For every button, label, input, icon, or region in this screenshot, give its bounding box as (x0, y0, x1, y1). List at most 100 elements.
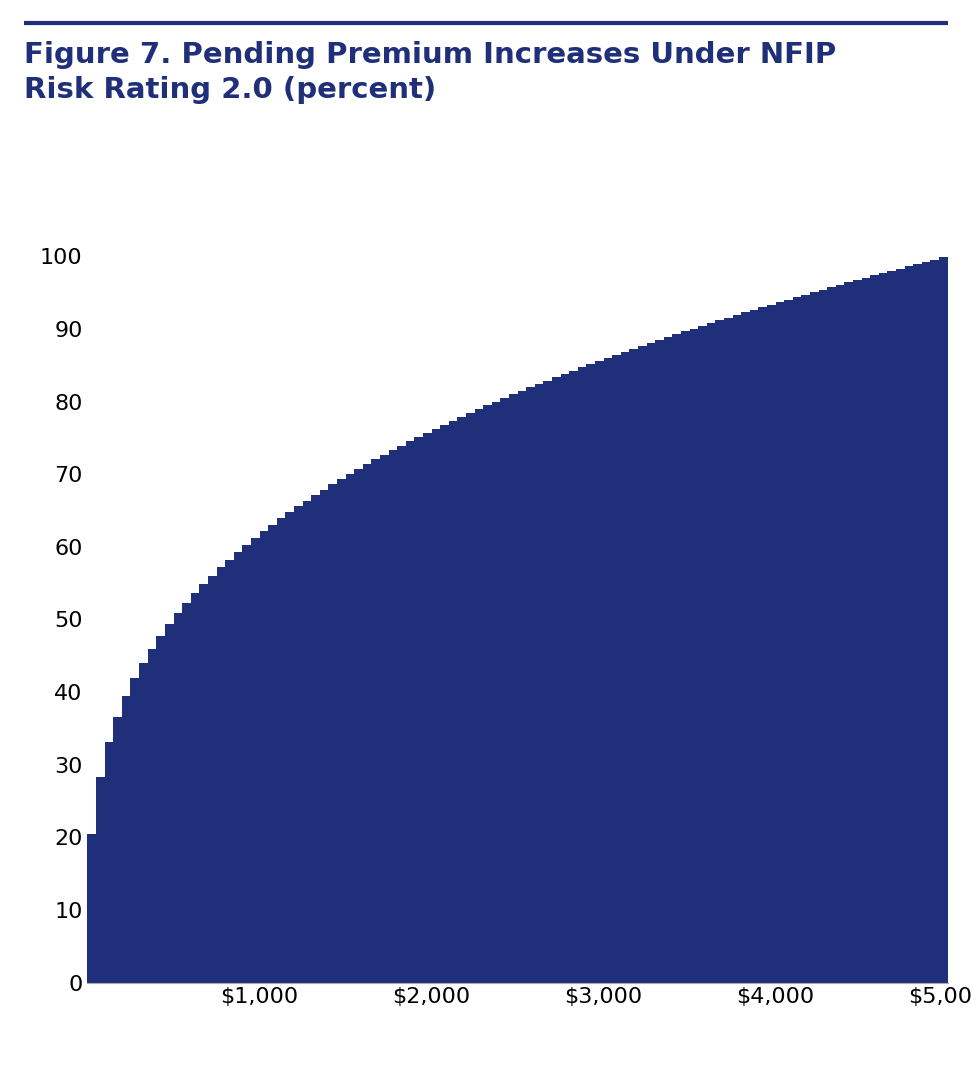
Bar (543, 380, 552, 983)
Bar (389, 451, 398, 983)
Bar (621, 351, 630, 983)
Bar (354, 469, 363, 983)
Bar (561, 374, 570, 983)
Bar (329, 484, 337, 983)
Bar (552, 377, 561, 983)
Bar (130, 678, 139, 983)
Bar (733, 315, 742, 983)
Bar (827, 287, 836, 983)
Bar (114, 717, 122, 983)
Bar (492, 402, 501, 983)
Bar (758, 308, 767, 983)
Bar (466, 413, 474, 983)
Bar (612, 355, 621, 983)
Bar (139, 663, 148, 983)
Bar (217, 567, 226, 983)
Bar (380, 455, 389, 983)
Bar (810, 293, 818, 983)
Bar (440, 425, 449, 983)
Bar (905, 266, 914, 983)
Bar (242, 545, 251, 983)
Bar (173, 613, 183, 983)
Bar (509, 394, 518, 983)
Bar (302, 501, 311, 983)
Bar (742, 313, 750, 983)
Bar (570, 371, 578, 983)
Bar (845, 282, 853, 983)
Bar (148, 648, 156, 983)
Bar (577, 367, 586, 983)
Bar (749, 310, 758, 983)
Bar (698, 326, 707, 983)
Bar (673, 334, 681, 983)
Bar (311, 494, 320, 983)
Bar (371, 459, 380, 983)
Bar (921, 262, 930, 983)
Bar (802, 295, 811, 983)
Bar (251, 538, 260, 983)
Bar (122, 696, 130, 983)
Bar (715, 320, 724, 983)
Bar (96, 776, 105, 983)
Bar (191, 594, 199, 983)
Bar (655, 340, 664, 983)
Bar (208, 576, 217, 983)
Bar (337, 480, 346, 983)
Bar (458, 417, 467, 983)
Bar (784, 299, 793, 983)
Bar (501, 398, 509, 983)
Bar (896, 268, 905, 983)
Bar (268, 524, 277, 983)
Bar (638, 346, 646, 983)
Bar (664, 337, 673, 983)
Bar (294, 506, 302, 983)
Bar (535, 384, 543, 983)
Bar (646, 343, 655, 983)
Bar (182, 603, 191, 983)
Bar (260, 531, 268, 983)
Bar (793, 297, 802, 983)
Bar (398, 445, 406, 983)
Bar (277, 518, 286, 983)
Bar (286, 513, 295, 983)
Bar (156, 635, 165, 983)
Bar (836, 285, 845, 983)
Bar (449, 421, 458, 983)
Bar (199, 584, 208, 983)
Bar (233, 552, 242, 983)
Bar (405, 441, 414, 983)
Bar (914, 264, 922, 983)
Bar (483, 406, 492, 983)
Bar (474, 409, 483, 983)
Bar (853, 280, 862, 983)
Bar (707, 324, 715, 983)
Bar (595, 361, 604, 983)
Bar (226, 560, 234, 983)
Bar (767, 304, 776, 983)
Bar (432, 429, 440, 983)
Bar (879, 273, 887, 983)
Bar (414, 437, 423, 983)
Bar (630, 349, 639, 983)
Bar (861, 278, 871, 983)
Bar (887, 271, 896, 983)
Bar (423, 433, 432, 983)
Bar (930, 260, 939, 983)
Bar (346, 474, 355, 983)
Bar (681, 331, 690, 983)
Bar (818, 289, 827, 983)
Bar (870, 276, 879, 983)
Bar (165, 624, 174, 983)
Bar (320, 489, 329, 983)
Bar (939, 257, 948, 983)
Bar (363, 465, 371, 983)
Bar (586, 364, 595, 983)
Bar (604, 358, 612, 983)
Bar (724, 317, 733, 983)
Text: Figure 7. Pending Premium Increases Under NFIP
Risk Rating 2.0 (percent): Figure 7. Pending Premium Increases Unde… (24, 41, 837, 105)
Bar (776, 302, 784, 983)
Bar (526, 388, 535, 983)
Bar (87, 834, 96, 983)
Bar (517, 391, 527, 983)
Bar (689, 329, 699, 983)
